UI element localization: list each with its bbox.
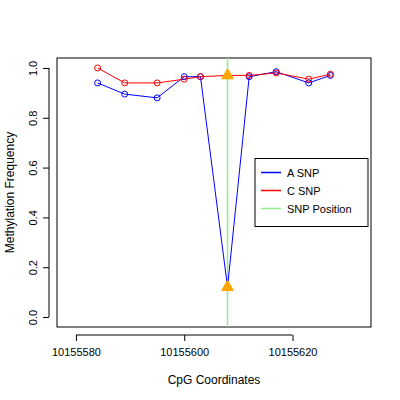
legend-box xyxy=(255,159,368,227)
y-axis-line xyxy=(49,68,50,317)
point xyxy=(181,76,187,82)
y-tick-mark xyxy=(43,168,49,169)
y-tick-label: 0.8 xyxy=(27,111,39,126)
point xyxy=(246,72,252,78)
x-tick-label: 10155580 xyxy=(52,346,101,358)
legend-swatch xyxy=(261,190,281,192)
point xyxy=(154,95,160,101)
chart: 10155580 10155600 10155620 0.0 0.2 0.4 0.6 0.8 1… xyxy=(0,0,400,400)
x-tick-mark xyxy=(293,335,294,341)
x-tick-mark xyxy=(76,335,77,341)
legend-swatch xyxy=(261,172,281,174)
y-tick-label: 0.4 xyxy=(27,210,39,225)
y-tick-mark xyxy=(43,118,49,119)
y-tick-mark xyxy=(43,317,49,318)
point xyxy=(327,71,333,77)
x-axis-title: CpG Coordinates xyxy=(168,373,261,387)
point xyxy=(95,80,101,86)
point xyxy=(306,76,312,82)
x-tick: 10155620 xyxy=(269,335,318,358)
plot-frame xyxy=(57,58,371,327)
point xyxy=(197,74,203,80)
y-tick-label: 0.2 xyxy=(27,260,39,275)
snp-point xyxy=(222,69,234,79)
y-tick-label: 0.6 xyxy=(27,160,39,175)
plot-area xyxy=(95,58,334,327)
y-tick-label: 0.0 xyxy=(27,310,39,325)
y-tick: 0.2 xyxy=(27,260,49,275)
point xyxy=(122,80,128,86)
y-tick-mark xyxy=(43,68,49,69)
series-line xyxy=(98,68,331,83)
x-tick-mark xyxy=(184,335,185,341)
legend-swatch xyxy=(261,208,281,210)
y-tick: 1.0 xyxy=(27,61,49,76)
point xyxy=(95,65,101,71)
y-tick: 0.4 xyxy=(27,210,49,225)
x-tick: 10155580 xyxy=(52,335,101,358)
point xyxy=(122,91,128,97)
y-axis-title: Methylation Frequency xyxy=(3,132,17,253)
point xyxy=(273,70,279,76)
y-axis: 0.0 0.2 0.4 0.6 0.8 1.0 xyxy=(27,61,49,325)
x-axis: 10155580 10155600 10155620 xyxy=(52,335,318,358)
legend-label: A SNP xyxy=(287,167,319,179)
x-tick-label: 10155620 xyxy=(269,346,318,358)
y-tick: 0.6 xyxy=(27,160,49,175)
point xyxy=(154,80,160,86)
point xyxy=(197,74,203,80)
y-tick: 0.0 xyxy=(27,310,49,325)
y-tick-label: 1.0 xyxy=(27,61,39,76)
legend-label: SNP Position xyxy=(287,203,352,215)
x-tick-label: 10155600 xyxy=(160,346,209,358)
legend: A SNP C SNP SNP Position xyxy=(255,159,368,227)
y-tick-mark xyxy=(43,217,49,218)
x-tick: 10155600 xyxy=(160,335,209,358)
legend-label: C SNP xyxy=(287,185,321,197)
snp-point xyxy=(222,280,234,290)
y-tick: 0.8 xyxy=(27,111,49,126)
y-tick-mark xyxy=(43,267,49,268)
